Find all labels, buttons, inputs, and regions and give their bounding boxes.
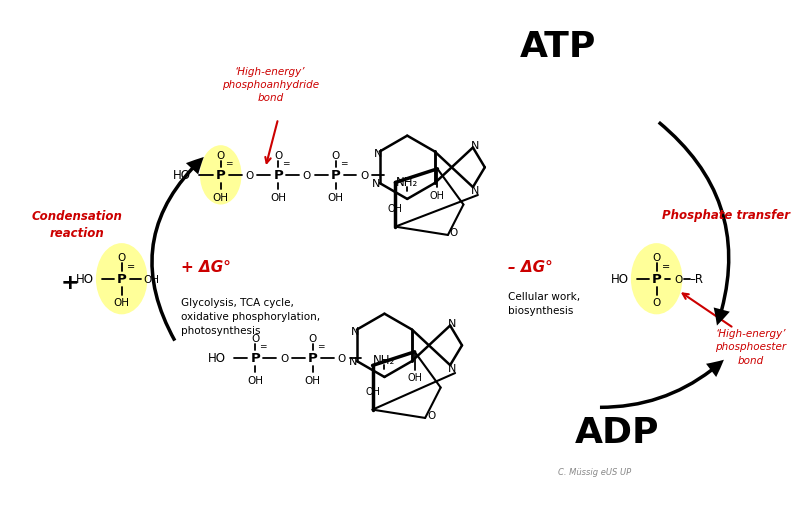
Text: OH: OH <box>365 386 380 397</box>
Text: HO: HO <box>611 273 629 286</box>
Text: =: = <box>126 261 134 271</box>
Text: OH: OH <box>247 375 263 385</box>
Ellipse shape <box>200 146 241 205</box>
Text: O: O <box>280 353 288 363</box>
Text: P: P <box>273 169 283 182</box>
Text: OH: OH <box>327 192 343 202</box>
Text: P: P <box>308 352 318 364</box>
Text: P: P <box>215 169 226 182</box>
Text: O: O <box>216 151 225 161</box>
Text: O: O <box>360 171 369 181</box>
Text: =: = <box>224 159 232 168</box>
Text: OH: OH <box>143 274 160 284</box>
Text: N: N <box>349 356 357 366</box>
Text: + ΔG°: + ΔG° <box>181 260 231 275</box>
Text: N: N <box>448 318 456 328</box>
Text: N: N <box>372 179 380 189</box>
Text: HO: HO <box>173 169 191 182</box>
Text: OH: OH <box>305 375 321 385</box>
Text: O: O <box>450 228 458 238</box>
Text: OH: OH <box>388 204 403 214</box>
Text: P: P <box>117 273 126 286</box>
Text: C. Müssig eUS UP: C. Müssig eUS UP <box>557 467 631 476</box>
Text: OH: OH <box>271 192 286 202</box>
Text: –R: –R <box>689 273 703 286</box>
Text: P: P <box>250 352 260 364</box>
FancyArrowPatch shape <box>600 360 724 409</box>
Text: =: = <box>282 159 290 168</box>
Text: O: O <box>245 171 254 181</box>
Text: N: N <box>471 140 479 150</box>
Text: Cellular work,
biosynthesis: Cellular work, biosynthesis <box>508 291 580 315</box>
Text: ADP: ADP <box>575 415 659 449</box>
Text: =: = <box>662 261 670 271</box>
Text: OH: OH <box>407 373 422 383</box>
Text: NH₂: NH₂ <box>373 353 395 366</box>
Text: O: O <box>653 298 661 308</box>
Text: Glycolysis, TCA cycle,
oxidative phosphorylation,
photosynthesis: Glycolysis, TCA cycle, oxidative phospho… <box>181 297 320 335</box>
Text: P: P <box>652 273 662 286</box>
Text: +: + <box>61 272 79 292</box>
Text: O: O <box>303 171 311 181</box>
Text: HO: HO <box>207 352 226 364</box>
Text: O: O <box>338 353 346 363</box>
Text: O: O <box>117 252 126 263</box>
Text: =: = <box>259 342 266 351</box>
Ellipse shape <box>631 244 682 315</box>
Text: N: N <box>351 327 359 337</box>
Text: OH: OH <box>213 192 228 202</box>
Text: O: O <box>309 333 317 344</box>
FancyArrowPatch shape <box>658 122 731 326</box>
Text: – ΔG°: – ΔG° <box>508 260 552 275</box>
Text: Phosphate transfer: Phosphate transfer <box>662 209 790 221</box>
Ellipse shape <box>96 244 147 315</box>
Text: O: O <box>427 410 435 420</box>
Text: N: N <box>373 149 382 159</box>
Text: =: = <box>317 342 324 351</box>
Text: O: O <box>331 151 339 161</box>
Text: O: O <box>251 333 259 344</box>
Text: HO: HO <box>76 273 94 286</box>
Text: NH₂: NH₂ <box>396 175 418 188</box>
Text: =: = <box>339 159 347 168</box>
Text: ATP: ATP <box>519 30 595 64</box>
Text: ‘High-energy’
phosphoester
bond: ‘High-energy’ phosphoester bond <box>715 328 787 365</box>
Text: OH: OH <box>430 190 445 200</box>
Text: P: P <box>330 169 340 182</box>
Text: O: O <box>653 252 661 263</box>
Text: N: N <box>471 186 479 195</box>
Text: OH: OH <box>113 298 130 308</box>
Text: ‘High-energy’
phosphoanhydride
bond: ‘High-energy’ phosphoanhydride bond <box>222 67 319 103</box>
Text: Condensation
reaction: Condensation reaction <box>32 210 122 240</box>
Text: O: O <box>674 274 683 284</box>
Text: N: N <box>448 363 456 373</box>
Text: O: O <box>274 151 283 161</box>
FancyArrowPatch shape <box>150 158 204 342</box>
